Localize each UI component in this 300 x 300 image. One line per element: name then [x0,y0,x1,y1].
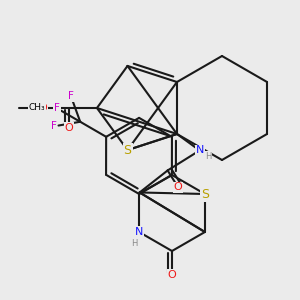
Text: F: F [68,92,74,101]
Text: F: F [54,103,60,113]
Text: O: O [174,182,183,192]
Text: H: H [206,152,212,161]
Text: F: F [51,122,56,131]
Text: S: S [201,188,209,200]
Text: N: N [195,146,204,155]
Text: H: H [131,239,137,248]
Text: CH₃: CH₃ [29,103,46,112]
Text: S: S [124,144,131,157]
Text: O: O [39,103,47,113]
Text: O: O [168,270,176,280]
Text: N: N [135,227,143,237]
Text: O: O [64,123,73,133]
